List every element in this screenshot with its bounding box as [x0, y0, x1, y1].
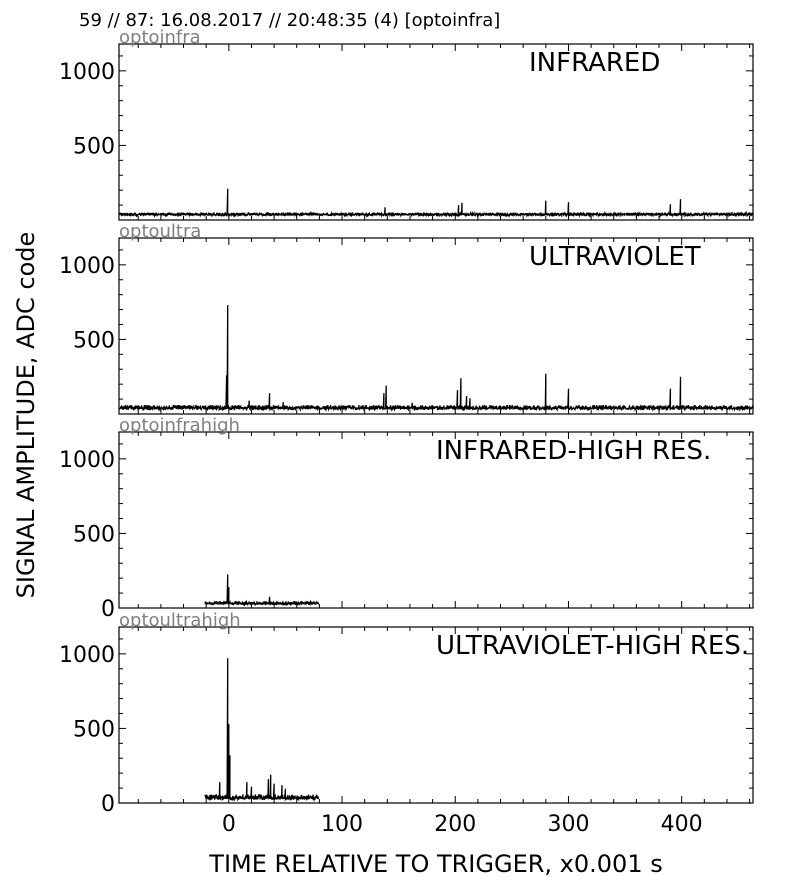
- signal-trace: [118, 305, 754, 413]
- panels: optoinfraINFRARED5001000optoultraULTRAVI…: [59, 27, 754, 837]
- y-tick-label: 1000: [59, 254, 115, 279]
- panel-optoultra: optoultra ULTRAVIOLET 500 1000: [59, 221, 754, 415]
- panel-optoinfra: optoinfra INFRARED 500 1000: [59, 27, 754, 221]
- axes-frame: [118, 626, 754, 804]
- channel-label: optoultrahigh: [119, 610, 241, 631]
- y-tick-label: 1000: [59, 448, 115, 473]
- axes-frame: [118, 237, 754, 415]
- panel-title: ULTRAVIOLET: [529, 242, 701, 272]
- y-tick-label: 0: [101, 792, 115, 817]
- channel-label: optoinfrahigh: [119, 415, 240, 436]
- y-tick-label: 500: [73, 717, 115, 742]
- channel-label: optoinfra: [119, 27, 201, 48]
- header-text: 59 // 87: 16.08.2017 // 20:48:35 (4) [op…: [79, 10, 500, 31]
- panel-title: INFRARED-HIGH RES.: [436, 436, 711, 466]
- y-tick-label: 500: [73, 328, 115, 353]
- axes-frame: [118, 43, 754, 221]
- panel-optoinfrahigh: optoinfrahigh INFRARED-HIGH RES. 0 500 1000: [59, 415, 754, 622]
- y-tick-label: 500: [73, 522, 115, 547]
- panel-title: ULTRAVIOLET-HIGH RES.: [436, 631, 749, 661]
- y-tick-label: 500: [73, 134, 115, 159]
- y-axis-label: SIGNAL AMPLITUDE, ADC code: [12, 232, 40, 599]
- panel-optoultrahigh: optoultrahigh ULTRAVIOLET-HIGH RES. 0 500 10…: [59, 610, 754, 837]
- x-tick-label: 100: [321, 812, 363, 837]
- channel-label: optoultra: [119, 221, 201, 242]
- y-tick-label: 0: [101, 597, 115, 622]
- signal-trace: [204, 574, 319, 607]
- x-tick-label: 400: [661, 812, 703, 837]
- signal-trace: [204, 658, 319, 803]
- x-tick-label: 0: [222, 812, 236, 837]
- y-tick-label: 1000: [59, 643, 115, 668]
- axes-frame: [118, 431, 754, 609]
- x-axis-label: TIME RELATIVE TO TRIGGER, x0.001 s: [208, 850, 662, 878]
- panel-title: INFRARED: [529, 48, 660, 78]
- x-tick-label: 300: [547, 812, 589, 837]
- x-tick-label: 200: [434, 812, 476, 837]
- y-tick-label: 1000: [59, 60, 115, 85]
- signal-trace: [118, 188, 754, 219]
